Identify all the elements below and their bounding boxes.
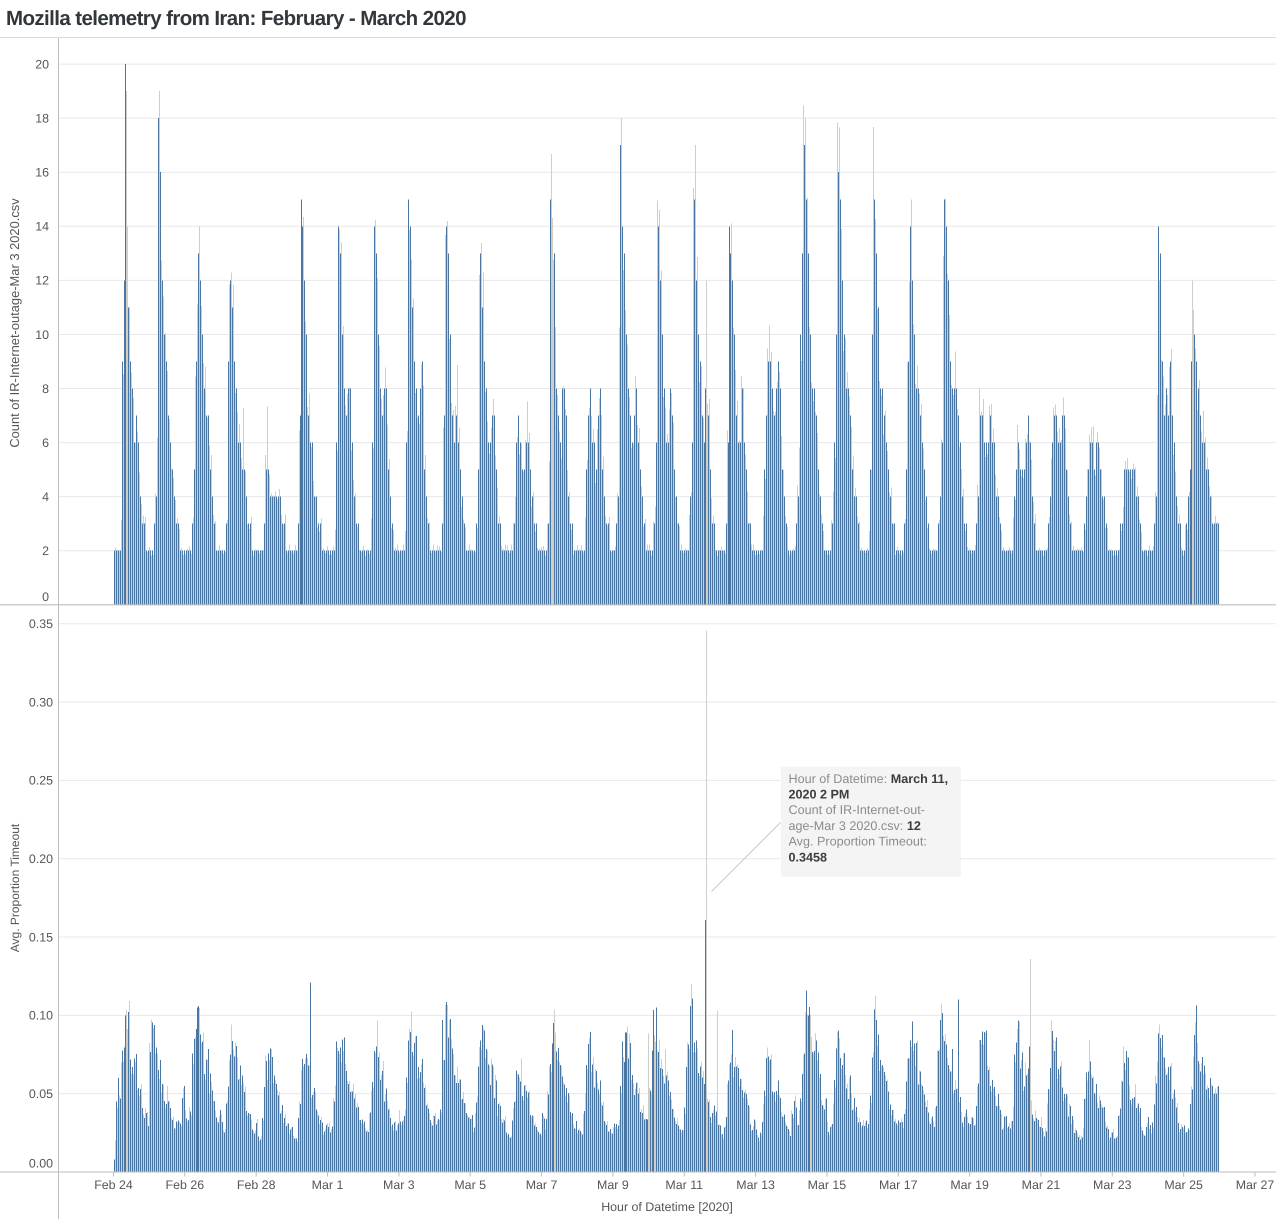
svg-text:Mar 5: Mar 5	[454, 1178, 486, 1192]
svg-text:Hour of Datetime [2020]: Hour of Datetime [2020]	[601, 1200, 733, 1214]
svg-text:8: 8	[42, 382, 49, 396]
svg-text:Mar 11: Mar 11	[665, 1178, 703, 1192]
svg-text:10: 10	[35, 328, 49, 342]
svg-text:Mar 25: Mar 25	[1164, 1178, 1203, 1192]
svg-text:2020 2 PM: 2020 2 PM	[789, 788, 850, 802]
svg-text:20: 20	[35, 57, 49, 71]
svg-text:12: 12	[35, 274, 49, 288]
svg-text:Mar 3: Mar 3	[383, 1178, 415, 1192]
svg-text:Mar 9: Mar 9	[597, 1178, 629, 1192]
svg-text:Avg. Proportion Timeout:: Avg. Proportion Timeout:	[789, 835, 927, 849]
svg-text:0.30: 0.30	[29, 695, 53, 709]
svg-text:4: 4	[42, 490, 49, 504]
svg-text:Mar 1: Mar 1	[312, 1178, 344, 1192]
svg-text:0.10: 0.10	[29, 1009, 53, 1023]
svg-text:18: 18	[35, 111, 49, 125]
svg-text:0: 0	[42, 590, 49, 604]
svg-text:0.25: 0.25	[29, 774, 53, 788]
svg-text:Mar 15: Mar 15	[808, 1178, 847, 1192]
svg-text:Feb 28: Feb 28	[237, 1178, 276, 1192]
svg-text:2: 2	[42, 544, 49, 558]
svg-text:Count of IR-Internet-out-: Count of IR-Internet-out-	[789, 803, 926, 817]
svg-text:0.15: 0.15	[29, 930, 53, 944]
svg-text:0.20: 0.20	[29, 852, 53, 866]
svg-text:16: 16	[35, 166, 49, 180]
svg-text:0.00: 0.00	[29, 1156, 53, 1170]
svg-text:Mar 19: Mar 19	[950, 1178, 989, 1192]
svg-text:Mar 17: Mar 17	[879, 1178, 918, 1192]
svg-text:0.3458: 0.3458	[789, 850, 828, 864]
svg-text:Mar 27: Mar 27	[1236, 1178, 1275, 1192]
svg-text:Hour of Datetime: March 11,: Hour of Datetime: March 11,	[789, 772, 949, 786]
svg-text:0.35: 0.35	[29, 617, 53, 631]
svg-text:age-Mar 3 2020.csv: 12: age-Mar 3 2020.csv: 12	[789, 819, 921, 833]
svg-text:Mar 23: Mar 23	[1093, 1178, 1132, 1192]
svg-text:Mar 13: Mar 13	[736, 1178, 775, 1192]
svg-text:14: 14	[35, 220, 49, 234]
svg-text:6: 6	[42, 436, 49, 450]
svg-text:Feb 24: Feb 24	[94, 1178, 133, 1192]
svg-text:Mar 7: Mar 7	[526, 1178, 558, 1192]
svg-text:Feb 26: Feb 26	[166, 1178, 205, 1192]
svg-text:Count of IR-Internet-outage-Ma: Count of IR-Internet-outage-Mar 3 2020.c…	[7, 198, 22, 448]
svg-text:Mar 21: Mar 21	[1022, 1178, 1061, 1192]
svg-text:0.05: 0.05	[29, 1087, 53, 1101]
svg-text:Mozilla telemetry from Iran: F: Mozilla telemetry from Iran: February - …	[6, 7, 466, 30]
svg-text:Avg. Proportion Timeout: Avg. Proportion Timeout	[8, 823, 22, 952]
